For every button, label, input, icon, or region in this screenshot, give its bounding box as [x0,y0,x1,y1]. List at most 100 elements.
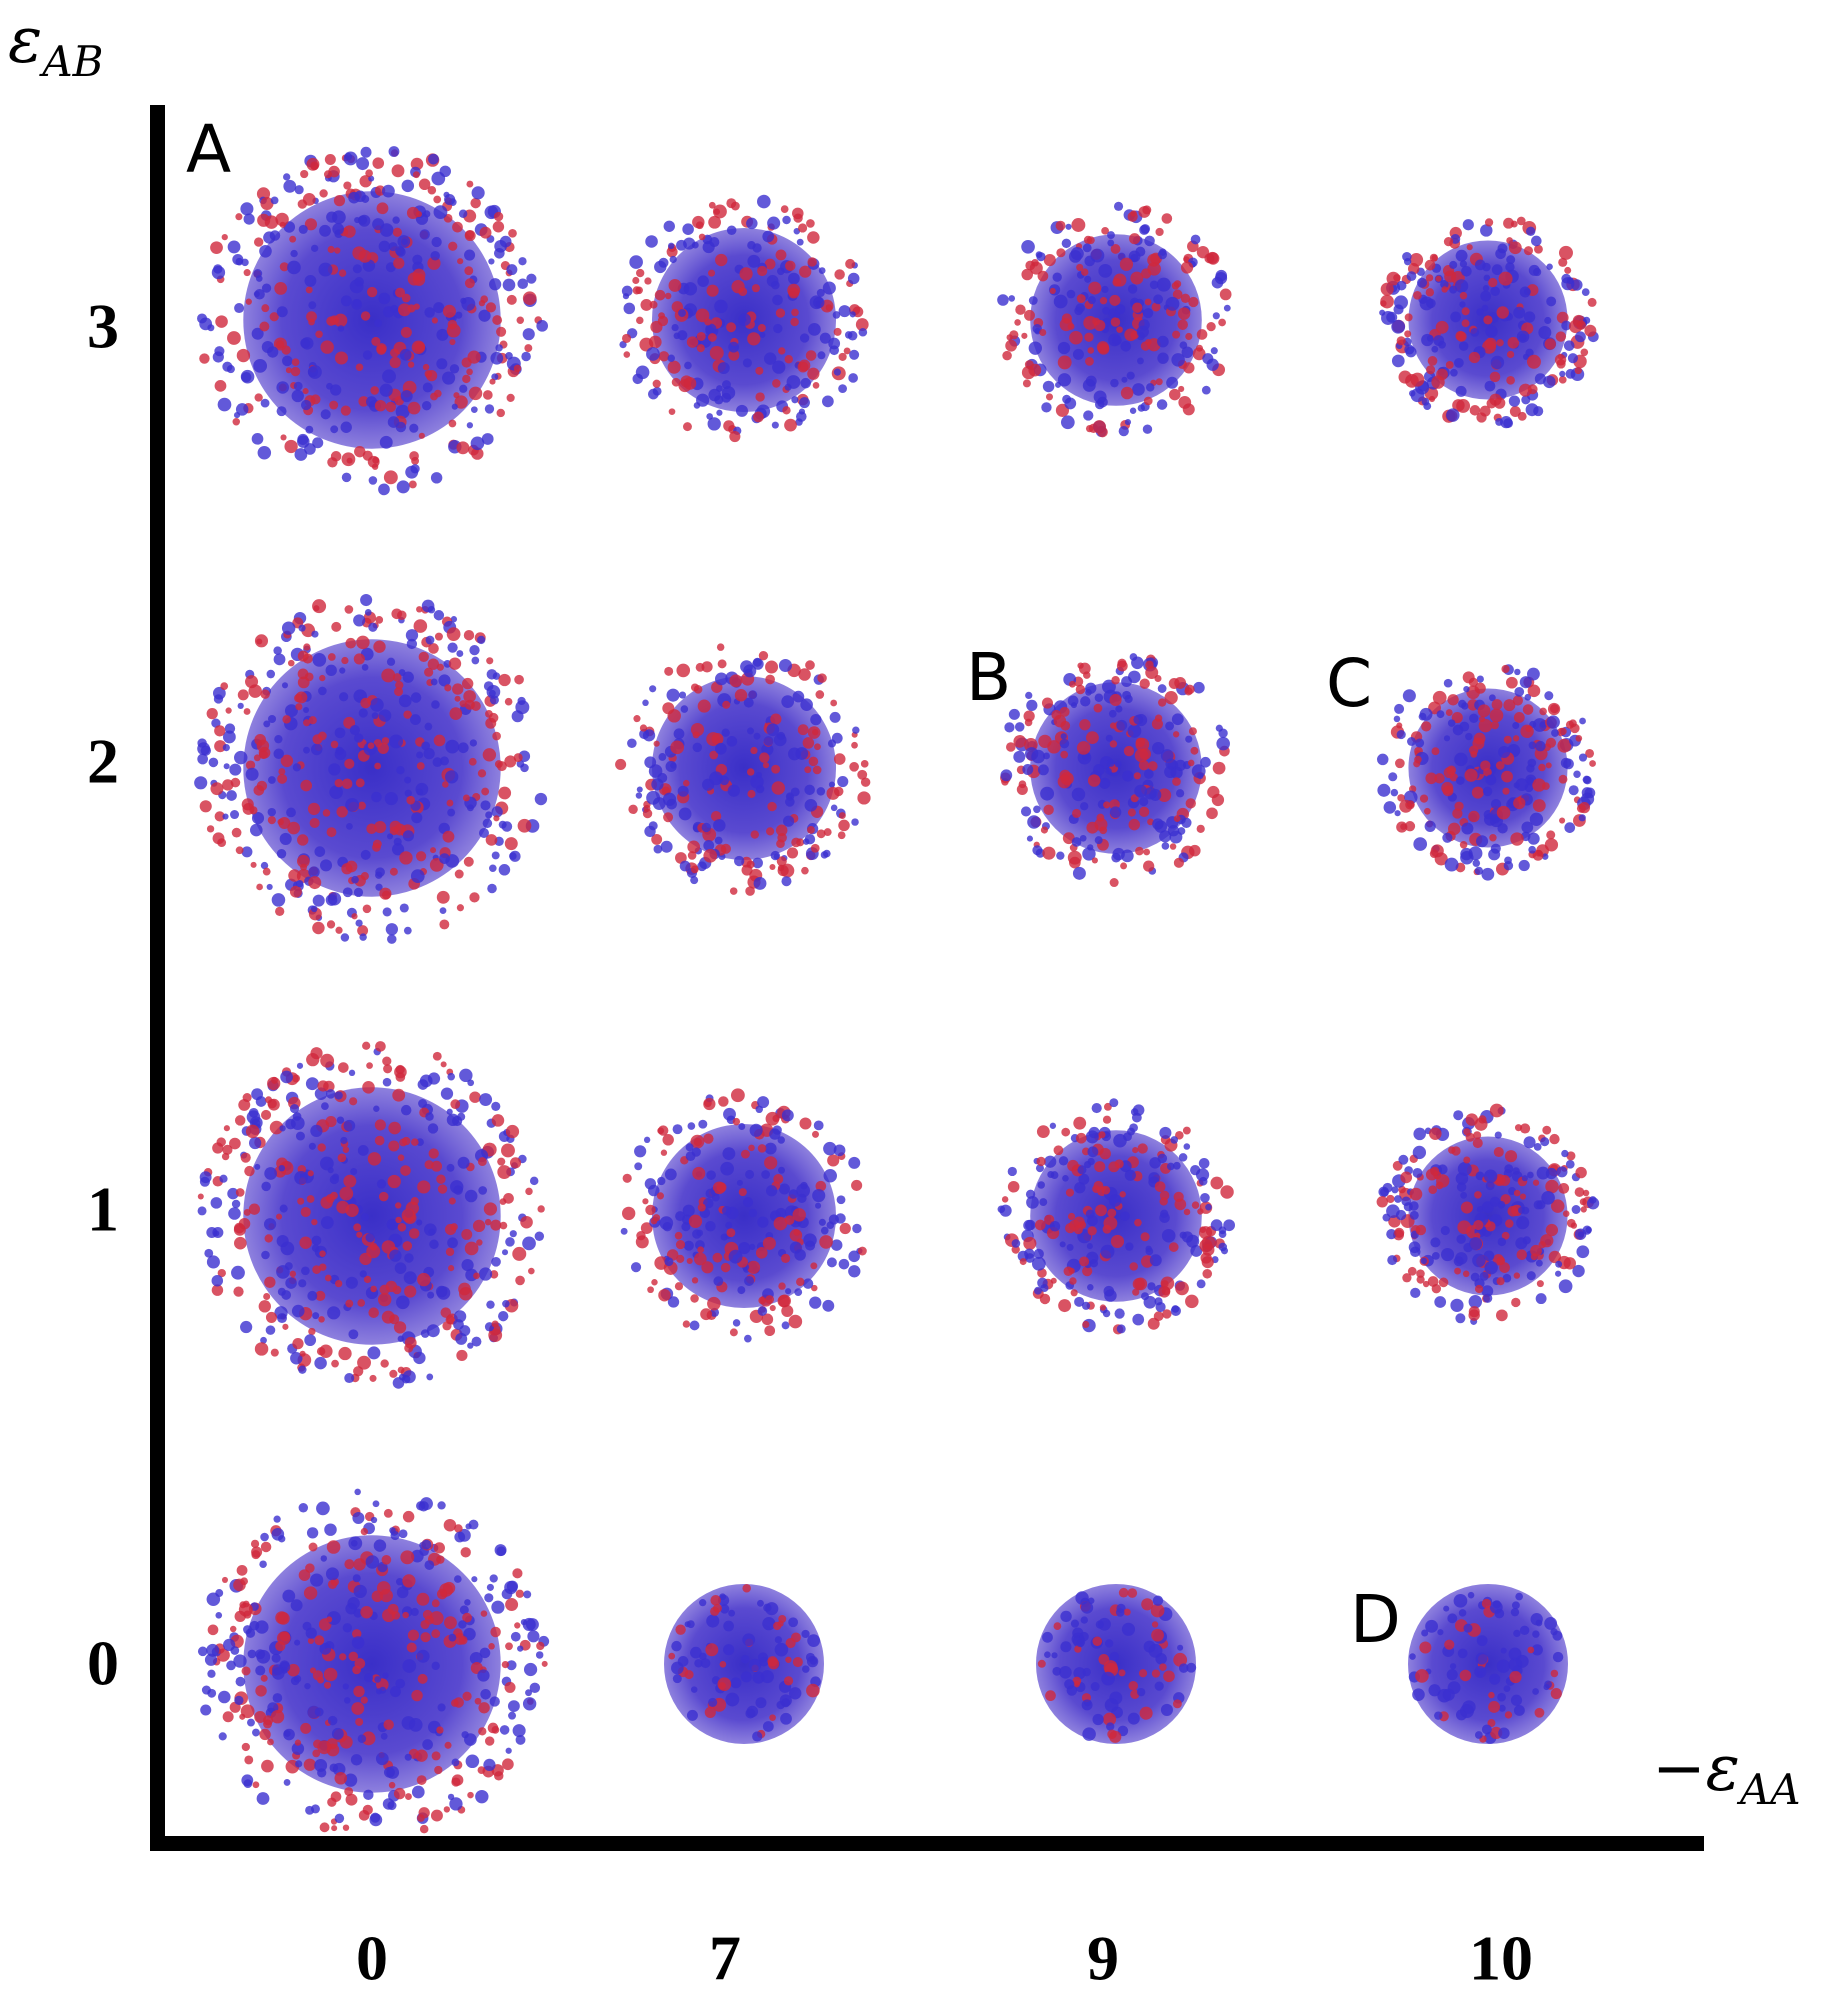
micelle-part [1108,1194,1122,1207]
micelle-part [245,1628,256,1638]
micelle-part [735,404,748,417]
micelle-part [1503,699,1516,712]
micelle-part [742,358,752,368]
micelle-part [742,1633,756,1647]
micelle-part [837,831,846,840]
micelle-part [305,1805,315,1815]
micelle-part [494,1771,504,1781]
micelle-part [512,1246,527,1261]
micelle-part [1488,1701,1501,1713]
micelle-part [307,1170,314,1177]
micelle-part [1084,275,1092,283]
micelle-part [757,1216,769,1228]
micelle-part [1087,1283,1094,1291]
micelle-part [395,245,405,256]
micelle-part [255,1665,266,1676]
micelle-part [1465,1132,1475,1142]
micelle-part [649,300,658,309]
micelle-part [466,180,474,188]
micelle-part [289,1270,297,1278]
micelle [197,146,549,496]
micelle-part [723,1644,735,1656]
micelle-part [1200,1192,1210,1203]
micelle-part [1115,1608,1125,1617]
micelle-part [375,615,384,624]
micelle-part [1067,850,1082,865]
micelle-part [673,332,681,340]
micelle-part [667,242,675,250]
micelle-part [407,1629,420,1641]
micelle-part [1527,832,1540,845]
micelle-part [267,1738,274,1746]
micelle-part [746,727,755,735]
micelle-part [308,866,320,878]
micelle-part [1475,1171,1485,1181]
micelle-part [1074,1182,1086,1194]
micelle-part [1116,326,1123,333]
micelle-part [272,1693,283,1703]
micelle-part [1042,846,1056,860]
micelle-part [433,734,446,747]
micelle-part [1498,271,1513,286]
micelle-part [1399,799,1413,813]
micelle-part [377,1292,392,1307]
micelle-part [291,358,300,367]
micelle-part [1519,676,1532,689]
micelle-part [1178,396,1192,409]
micelle-part [1394,703,1405,714]
micelle-part [1091,1103,1102,1114]
micelle-part [675,1624,686,1635]
micelle-part [219,1174,228,1183]
micelle-part [299,1350,306,1357]
micelle-part [1391,319,1406,334]
micelle-part [494,239,507,253]
micelle-part [619,340,627,349]
micelle-part [1080,1601,1094,1614]
micelle-part [1082,243,1092,253]
micelle-part [1516,216,1526,226]
micelle-part [478,1186,488,1195]
micelle-part [366,286,378,298]
micelle-part [1446,1669,1458,1681]
x-axis-symbol: ε [1706,1732,1740,1806]
micelle-part [1060,733,1067,740]
micelle-part [1483,1293,1493,1303]
micelle-part [799,265,812,278]
micelle-part [1205,1203,1212,1211]
micelle-part [357,925,369,937]
micelle-part [1159,1197,1168,1206]
micelle-part [838,352,847,361]
micelle-part [310,1047,323,1060]
micelle-part [393,257,405,269]
micelle-part [388,242,398,252]
micelle-part [1162,1309,1172,1319]
micelle-part [777,1136,785,1144]
micelle-part [342,1146,350,1153]
micelle-part [1580,348,1589,357]
micelle-part [222,730,236,744]
micelle-part [390,1531,400,1541]
micelle-part [1183,1143,1191,1150]
micelle-part [391,1611,401,1620]
micelle-part [1049,1122,1057,1129]
micelle-part [1454,279,1469,293]
micelle-part [1157,788,1172,802]
micelle-part [356,635,370,650]
x-tick-label: 9 [1087,1923,1119,1994]
micelle-part [796,238,804,246]
micelle-part [1145,666,1159,680]
micelle-part [1511,1297,1521,1308]
micelle-part [1428,1684,1441,1697]
micelle-part [463,690,476,703]
micelle-part [1169,388,1181,401]
micelle-part [1076,294,1086,304]
micelle-part [297,199,308,209]
micelle-part [1198,1158,1210,1169]
micelle-part [1130,794,1139,803]
micelle-part [505,1747,512,1754]
micelle-part [1496,1256,1506,1266]
micelle-part [1534,1707,1545,1718]
micelle-part [232,418,240,426]
micelle-part [845,258,856,269]
micelle-part [1023,1236,1037,1250]
